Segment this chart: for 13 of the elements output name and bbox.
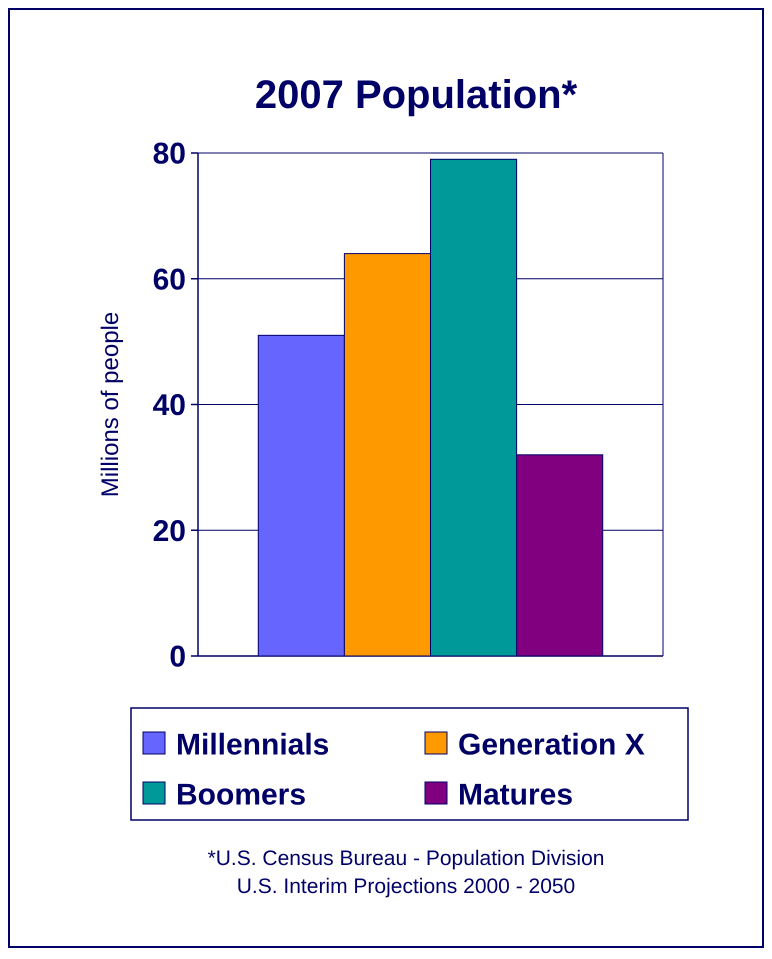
chart-title: 2007 Population* [254, 73, 578, 117]
legend-label: Generation X [458, 728, 645, 762]
y-tick-label: 20 [152, 514, 186, 548]
text: U.S. Interim Projections 2000 - 2050 [236, 875, 576, 898]
y-tick-label: 60 [152, 263, 186, 296]
y-tick-label: 40 [152, 389, 186, 422]
text: *U.S. Census Bureau - Population Division [208, 847, 604, 870]
legend-label: Matures [458, 778, 574, 812]
y-tick-label: 0 [169, 640, 186, 674]
legend-label: Millennials [176, 728, 330, 762]
y-axis-title: Millions of people [97, 312, 124, 498]
y-tick-label: 80 [152, 138, 186, 170]
legend-label: Boomers [176, 778, 306, 812]
